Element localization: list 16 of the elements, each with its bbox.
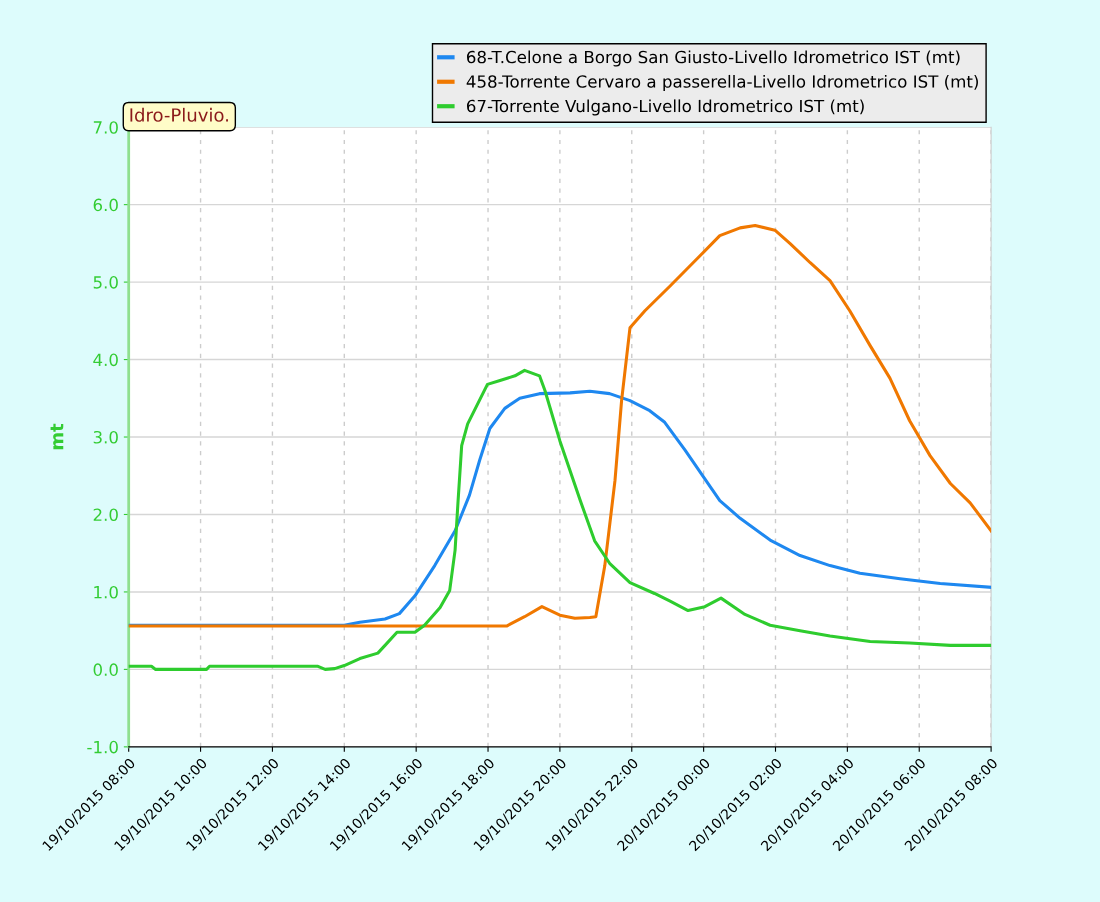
- y-tick-label: -1.0: [87, 740, 118, 754]
- y-tick-label: 1.0: [94, 585, 118, 599]
- legend-label: 68-T.Celone a Borgo San Giusto-Livello Idrometrico IST (mt): [467, 50, 960, 67]
- y-tick-label: 3.0: [93, 430, 118, 444]
- y-axis-title: mt: [50, 423, 64, 450]
- line-series: [128, 368, 992, 671]
- y-tick-label: 7.0: [93, 121, 118, 134]
- text: Idro-Pluvio.: [130, 107, 228, 122]
- y-tick-label: 6.0: [93, 198, 118, 212]
- legend-label: 67-Torrente Vulgano-Livello Idrometrico IST (mt): [467, 99, 864, 116]
- y-tick-label: 5.0: [93, 276, 118, 289]
- y-tick-label: 2.0: [93, 508, 118, 522]
- line-series: [128, 224, 992, 628]
- y-tick-label: 0.0: [93, 663, 118, 676]
- y-tick-label: 4.0: [93, 353, 118, 367]
- legend-label: 458-Torrente Cervaro a passerella-Livello Idrometrico IST (mt): [466, 74, 978, 92]
